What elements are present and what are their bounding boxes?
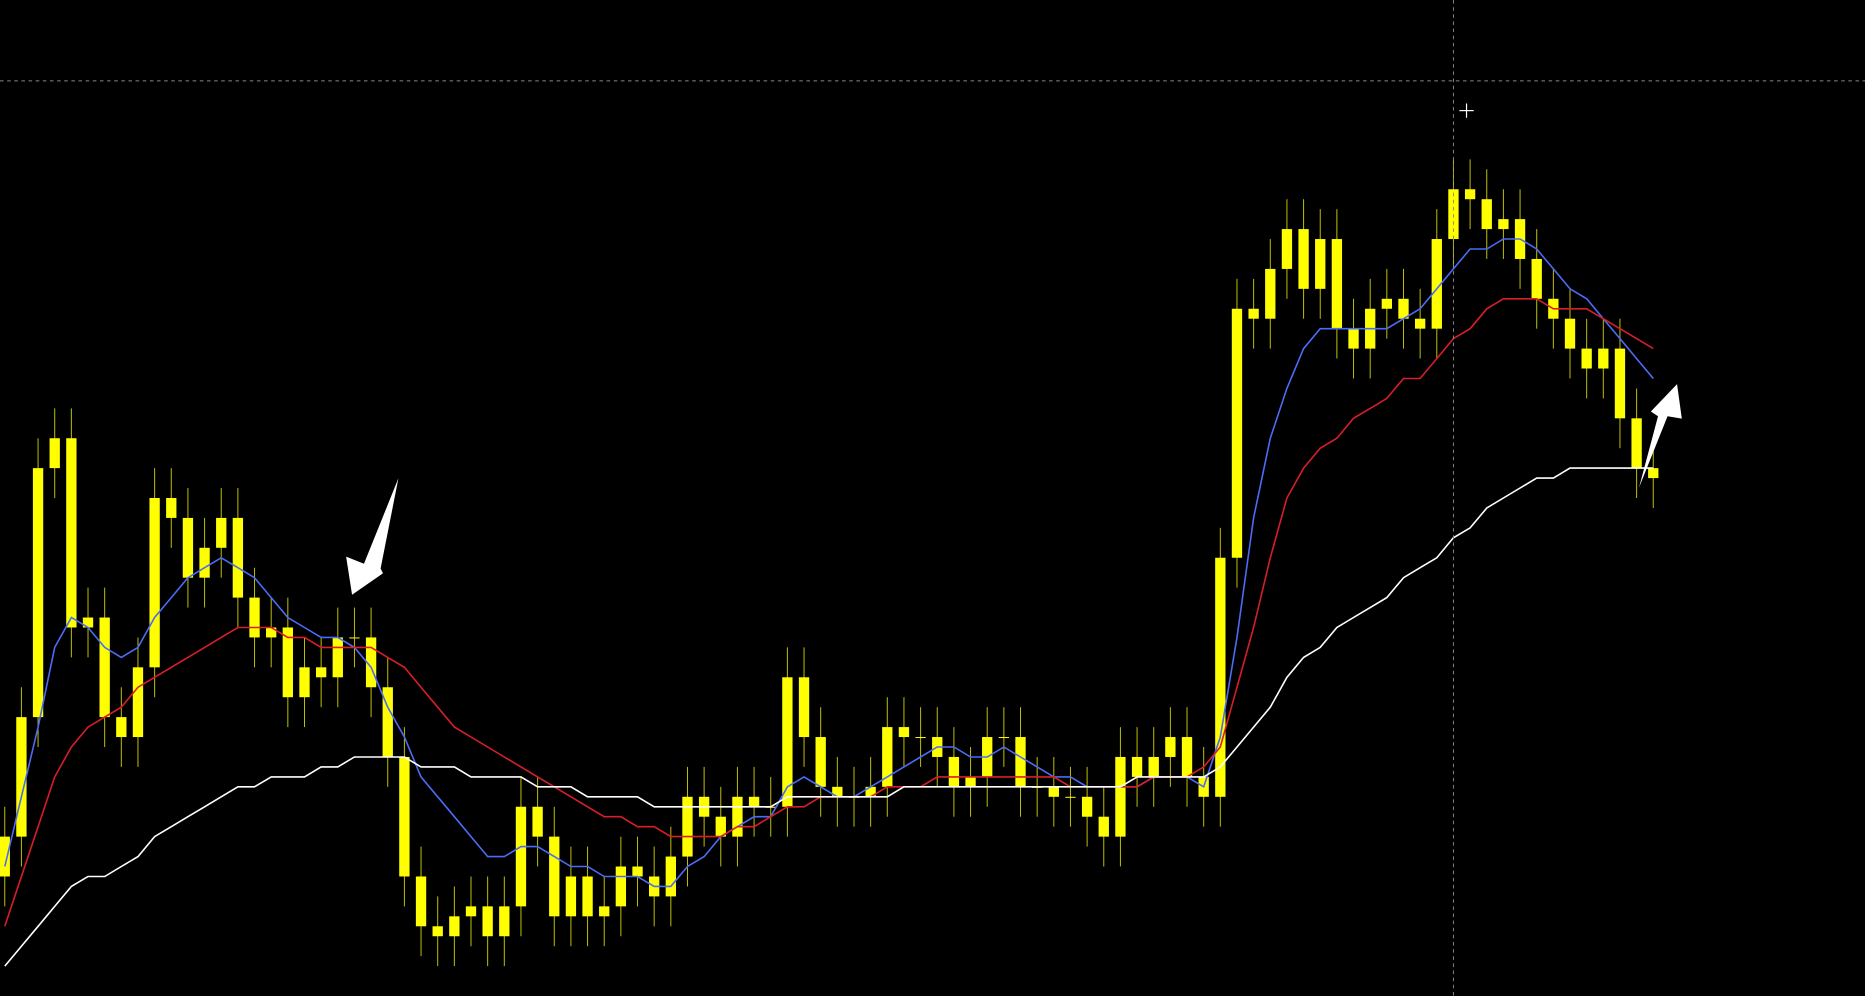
- moving-average-line: [4, 467, 1654, 967]
- candle-body: [998, 737, 1010, 739]
- candle-body: [1614, 348, 1626, 419]
- candle-body: [1098, 816, 1109, 837]
- candle-body: [1298, 229, 1309, 289]
- candle-body: [1248, 308, 1259, 319]
- candle-body: [798, 677, 810, 738]
- candle-body: [549, 836, 560, 917]
- candle-body: [1015, 737, 1026, 787]
- candle-body: [815, 737, 826, 787]
- candle-body: [1581, 348, 1592, 369]
- candle-body: [1564, 318, 1576, 349]
- candle-body: [1498, 219, 1509, 230]
- moving-average-line: [4, 238, 1654, 888]
- candle-body: [665, 856, 676, 897]
- candle-body: [365, 637, 377, 688]
- candle-body: [1181, 737, 1193, 777]
- candle-body: [582, 876, 593, 917]
- candle-body: [1165, 737, 1176, 757]
- candle-body: [232, 517, 244, 598]
- candle-body: [1281, 229, 1293, 269]
- candle-body: [1265, 268, 1276, 319]
- candle-body: [732, 796, 743, 837]
- candle-body: [748, 796, 760, 807]
- candle-body: [515, 806, 527, 907]
- candle-body: [898, 727, 910, 738]
- candle-body: [1531, 258, 1542, 299]
- candle-body: [599, 906, 610, 917]
- candle-body: [1081, 796, 1093, 817]
- candle-body: [32, 468, 44, 718]
- candle-body: [615, 866, 627, 907]
- candle-body: [16, 717, 27, 837]
- candle-body: [782, 677, 793, 807]
- candle-body: [1598, 348, 1609, 369]
- cursor: [1459, 103, 1474, 118]
- candle-body: [199, 547, 210, 578]
- candle-body: [1398, 298, 1409, 319]
- candle-body: [66, 438, 77, 628]
- candle-body: [865, 786, 876, 797]
- candle-body: [1215, 557, 1226, 797]
- candle-body: [1631, 418, 1642, 469]
- candle-body: [1131, 756, 1143, 777]
- candle-body: [882, 727, 893, 787]
- candle-body: [1315, 239, 1326, 289]
- candle-body: [432, 926, 443, 937]
- candle-body: [1115, 756, 1126, 837]
- candle-body: [1481, 199, 1492, 230]
- candle-body: [1048, 786, 1059, 797]
- candle-body: [166, 498, 177, 518]
- candle-body: [1231, 308, 1243, 558]
- candle-body: [682, 796, 693, 857]
- candle-body: [565, 876, 577, 917]
- candle-body: [182, 517, 194, 578]
- candle-body: [482, 906, 493, 937]
- candle-body: [299, 667, 310, 698]
- candle-body: [499, 906, 510, 937]
- plot-area: [0, 159, 1659, 967]
- candle-body: [349, 637, 360, 639]
- candle-body: [465, 906, 477, 917]
- candle-body: [249, 597, 260, 638]
- candle-body: [82, 617, 94, 628]
- candle-body: [99, 617, 110, 718]
- candle-body: [415, 876, 427, 927]
- candle-body: [1331, 239, 1343, 329]
- candle-body: [965, 776, 976, 787]
- candle-body: [1464, 189, 1476, 200]
- candle-body: [915, 737, 926, 739]
- arrow-up: [1638, 384, 1682, 488]
- candle-body: [282, 627, 293, 698]
- candle-body: [1348, 328, 1359, 349]
- candle-body: [216, 517, 227, 548]
- candle-body: [149, 498, 160, 668]
- candle-body: [1414, 318, 1426, 329]
- candle-body: [1648, 468, 1659, 479]
- candle-body: [0, 836, 10, 877]
- candle-body: [449, 916, 460, 937]
- candle-body: [315, 667, 327, 678]
- candle-body: [266, 627, 277, 638]
- candle-body: [1381, 298, 1393, 309]
- candle-body: [948, 756, 960, 787]
- candle-body: [1148, 756, 1159, 777]
- candle-body: [1431, 239, 1442, 329]
- candle-body: [49, 438, 60, 469]
- candle-body: [132, 667, 144, 738]
- arrow-down: [346, 478, 399, 595]
- candle-body: [399, 756, 410, 877]
- candle-body: [1065, 796, 1076, 798]
- candle-body: [116, 717, 127, 738]
- candle-body: [832, 786, 843, 797]
- candle-body: [382, 687, 393, 757]
- candle-body: [532, 806, 543, 837]
- candle-body: [715, 816, 726, 837]
- candle-body: [332, 637, 343, 678]
- candle-body: [632, 866, 643, 877]
